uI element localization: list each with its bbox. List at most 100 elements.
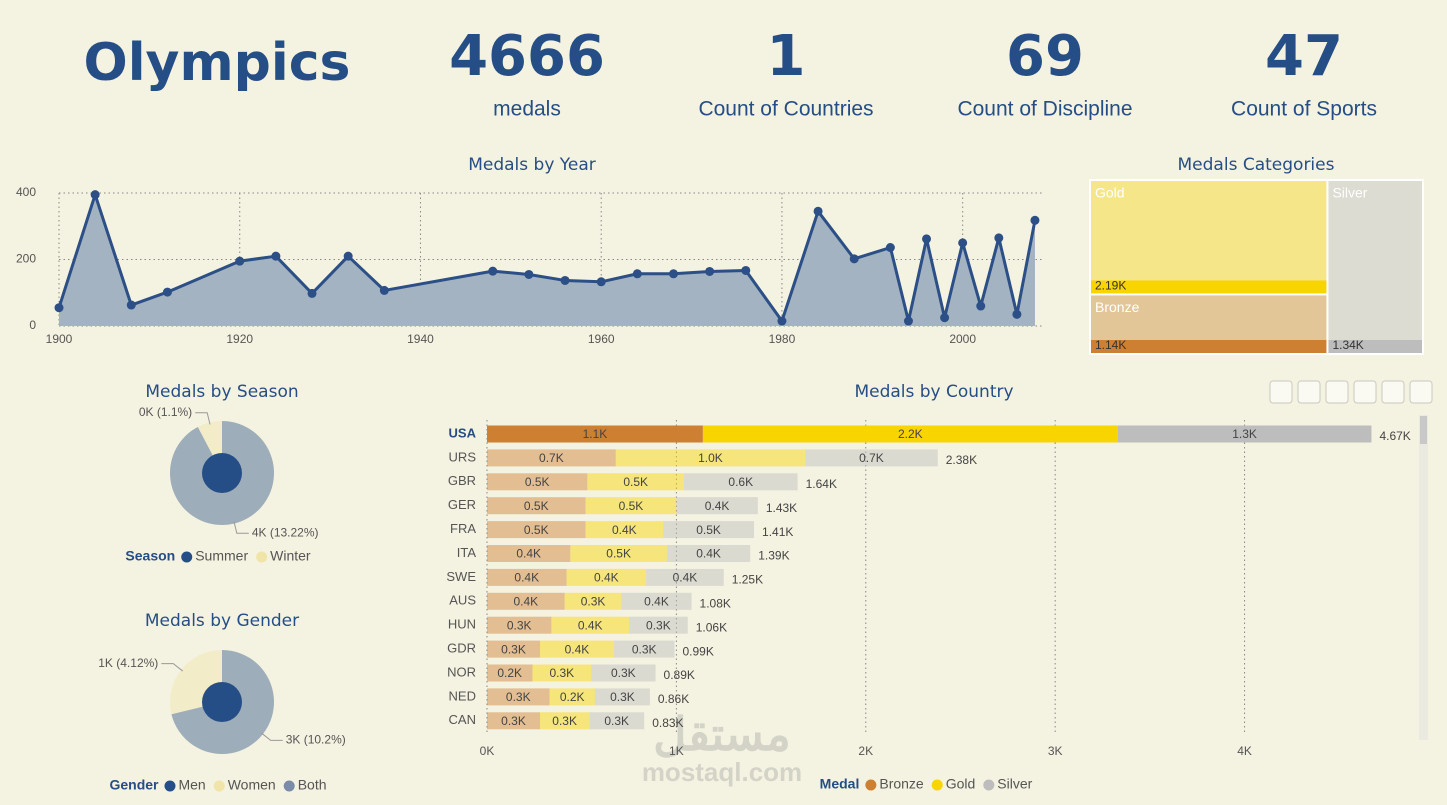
total-label: 1.08K: [700, 596, 731, 610]
data-label: 0.4K: [644, 594, 669, 608]
x-tick-label: 0K: [480, 744, 495, 758]
data-label: 0.4K: [514, 571, 539, 585]
data-label: 0.4K: [696, 547, 721, 561]
data-label: 0.5K: [524, 523, 549, 537]
tile-strip: [1328, 340, 1422, 353]
visual-toolbar: [1269, 380, 1433, 404]
point: [777, 316, 787, 326]
kpi-value: 4666: [449, 24, 605, 89]
area: [59, 194, 1035, 326]
data-label: 0.7K: [539, 451, 564, 465]
y-tick-label: GDR: [447, 641, 476, 656]
data-label: 0.3K: [611, 666, 636, 680]
scrollbar-thumb[interactable]: [1420, 416, 1427, 444]
y-tick-label: ITA: [457, 545, 477, 560]
bar-segment: [621, 592, 692, 610]
legend-label: Gold: [946, 776, 976, 792]
bar-segment: [549, 688, 595, 706]
total-label: 0.99K: [682, 644, 713, 658]
point: [488, 266, 498, 276]
bar-segment: [487, 473, 588, 491]
chart-title: Medals Categories: [1178, 155, 1335, 175]
data-label: 0.4K: [612, 523, 637, 537]
bar-segment: [594, 688, 650, 706]
bar-segment: [564, 592, 622, 610]
leader-line: [233, 521, 249, 534]
point: [632, 269, 642, 279]
pin-button[interactable]: [1269, 380, 1293, 404]
pie-center: [202, 453, 242, 493]
bar-segment: [587, 473, 684, 491]
x-tick-label: 1900: [46, 332, 73, 346]
bar-segment: [540, 640, 614, 658]
alert-button[interactable]: [1325, 380, 1349, 404]
point: [343, 251, 353, 261]
point: [668, 269, 678, 279]
point: [596, 277, 606, 287]
bar-segment: [676, 497, 758, 515]
y-tick-label: 0: [29, 318, 36, 332]
pie-center: [202, 682, 242, 722]
data-label: 3K (10.2%): [286, 733, 346, 747]
x-tick-label: 4K: [1237, 744, 1252, 758]
legend-marker: [181, 551, 193, 563]
bar-segment: [585, 497, 677, 515]
data-label: 0.4K: [594, 571, 619, 585]
bar-segment: [589, 712, 645, 730]
y-tick-label: NOR: [447, 664, 476, 679]
kpi-label: Count of Countries: [698, 98, 873, 121]
bar-segment: [1117, 425, 1372, 443]
data-label: 0.3K: [610, 690, 635, 704]
focus-button[interactable]: [1381, 380, 1405, 404]
point: [903, 316, 913, 326]
point: [307, 288, 317, 298]
point: [54, 303, 64, 313]
bar-segment: [487, 640, 541, 658]
point: [126, 300, 136, 310]
legend: Season Summer Winter: [125, 548, 311, 564]
x-tick-label: 1940: [407, 332, 434, 346]
filter-button[interactable]: [1353, 380, 1377, 404]
legend-title: Gender: [109, 777, 159, 793]
point: [271, 251, 281, 261]
x-tick-label: 2000: [949, 332, 976, 346]
bar-segment: [487, 664, 533, 682]
data-label: 0.4K: [513, 594, 538, 608]
kpi-label: medals: [493, 98, 561, 121]
chart-title: Medals by Gender: [145, 611, 299, 631]
legend-marker: [983, 779, 995, 791]
data-label: 0.5K: [619, 499, 644, 513]
data-label: 0.3K: [632, 642, 657, 656]
leader-line: [260, 732, 283, 741]
bar-segment: [487, 568, 567, 586]
tile-label: Silver: [1332, 185, 1367, 201]
y-tick-label: USA: [449, 425, 477, 440]
watermark: mostaql.com: [642, 757, 802, 787]
copy-button[interactable]: [1297, 380, 1321, 404]
bar-segment: [629, 616, 688, 634]
point: [940, 313, 950, 323]
tile-value: 2.19K: [1095, 279, 1126, 293]
tile-label: Gold: [1095, 185, 1125, 201]
bar-segment: [487, 425, 703, 443]
legend-marker: [213, 780, 225, 792]
bar-segment: [646, 568, 724, 586]
total-label: 1.64K: [806, 477, 837, 491]
total-label: 0.83K: [652, 716, 683, 730]
total-label: 0.89K: [664, 668, 695, 682]
total-label: 0.86K: [658, 692, 689, 706]
more-button[interactable]: [1409, 380, 1433, 404]
legend-marker: [164, 780, 176, 792]
total-label: 1.06K: [696, 620, 727, 634]
data-label: 0.5K: [606, 547, 631, 561]
bar-segment: [532, 664, 592, 682]
data-label: 0.5K: [623, 475, 648, 489]
bar-segment: [663, 521, 755, 539]
x-tick-label: 2K: [858, 744, 873, 758]
data-label: 0.4K: [516, 547, 541, 561]
y-tick-label: HUN: [448, 617, 476, 632]
legend-label: Men: [178, 777, 205, 793]
y-tick-label: URS: [449, 449, 477, 464]
tile-value: 1.14K: [1095, 338, 1126, 352]
legend: Medal Bronze Gold Silver: [820, 776, 1033, 792]
